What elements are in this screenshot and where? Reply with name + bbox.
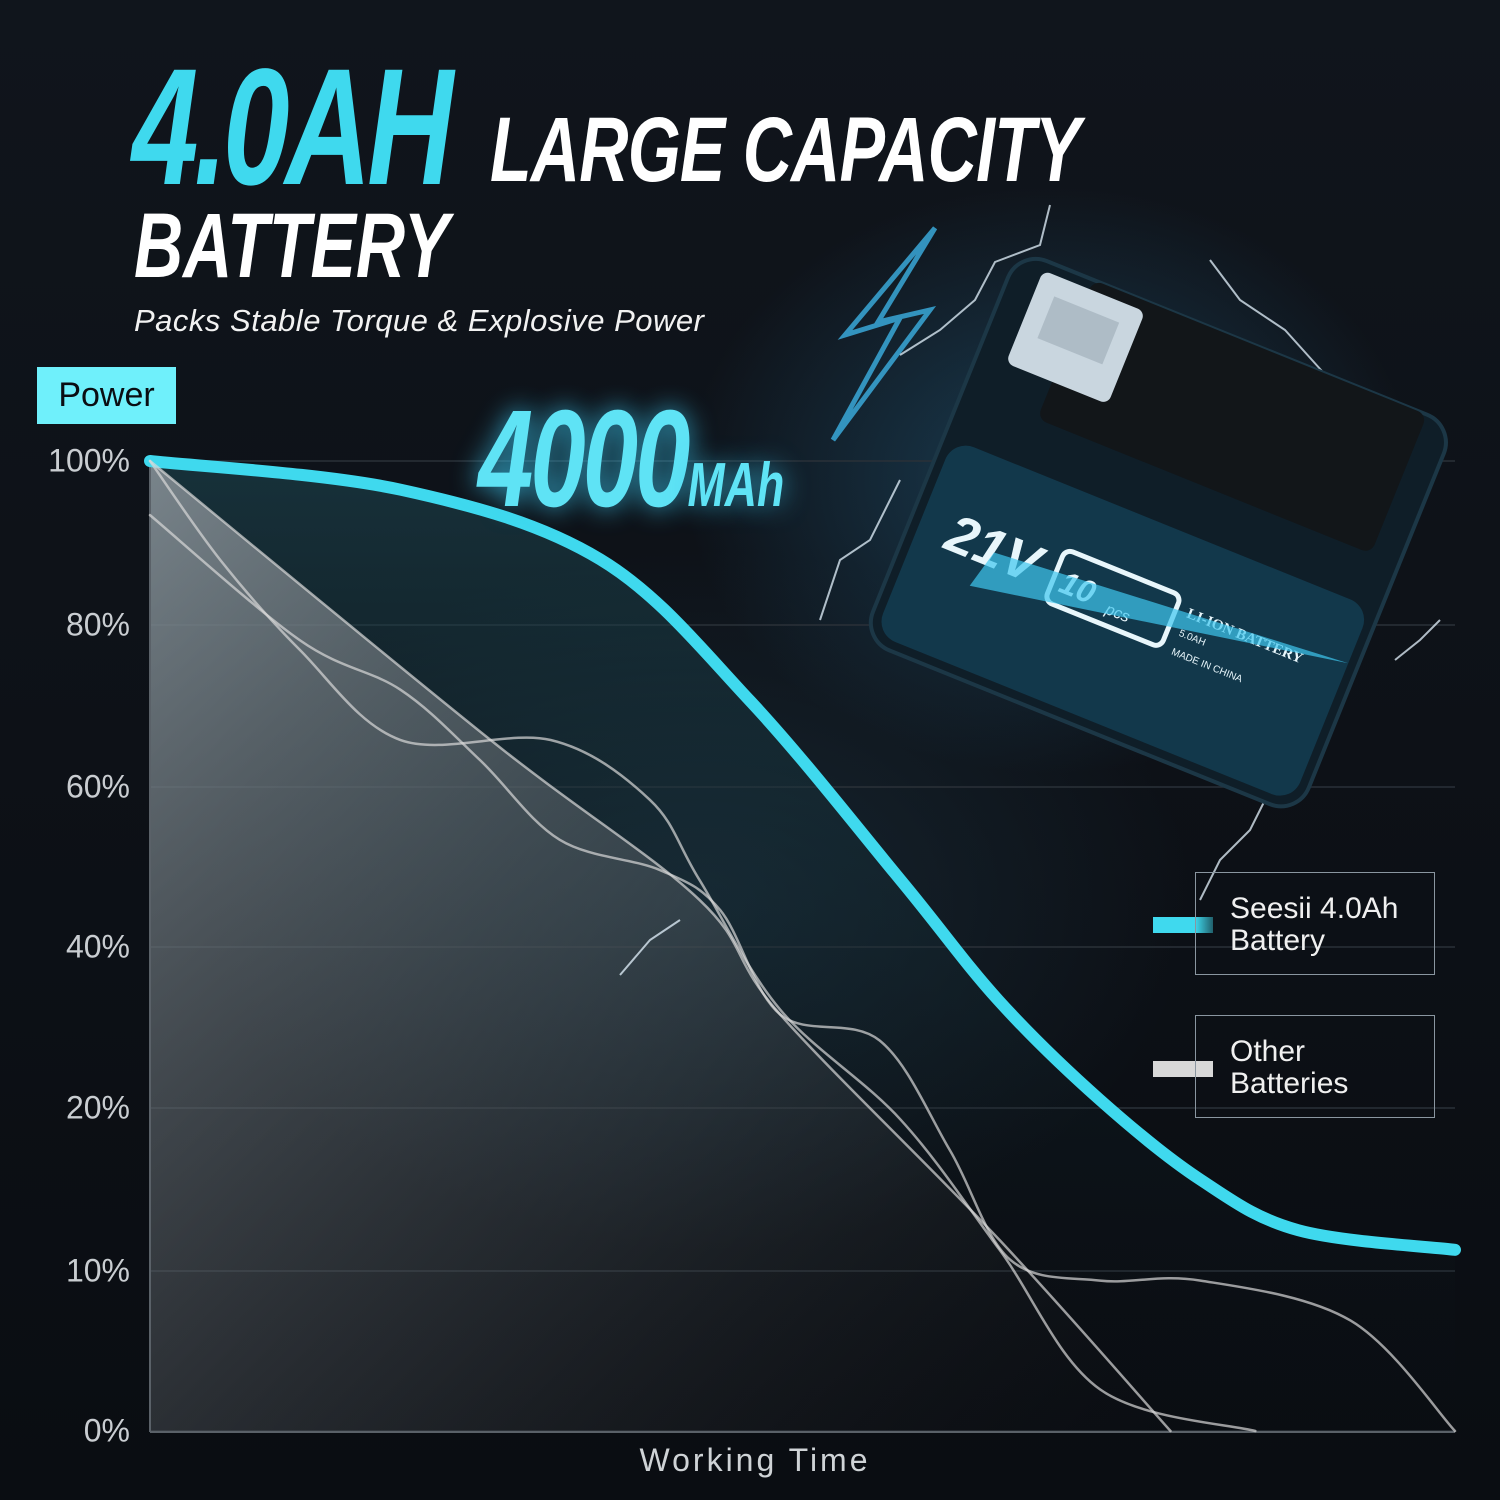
series-line-other-3 xyxy=(148,513,1457,1433)
series-line-other-2 xyxy=(148,459,1257,1433)
capacity-value: 4000 xyxy=(478,382,690,536)
legend-item-other: Other Batteries xyxy=(1195,1015,1435,1118)
title-line2: BATTERY xyxy=(134,195,450,297)
y-tick-label: 100% xyxy=(48,442,130,479)
series-line-seesii xyxy=(144,455,1461,1256)
legend-swatch-other xyxy=(1153,1061,1213,1077)
capacity-unit: MAh xyxy=(687,451,785,520)
title-rest: LARGE CAPACITY xyxy=(490,99,1081,201)
legend-label: Batteries xyxy=(1230,1067,1349,1100)
subtitle: Packs Stable Torque & Explosive Power xyxy=(134,303,705,338)
y-axis-label: Power xyxy=(37,367,176,424)
other-area-fill xyxy=(150,461,1171,1432)
y-tick-label: 10% xyxy=(65,1252,130,1289)
y-tick-label: 60% xyxy=(65,768,130,805)
y-tick-label: 80% xyxy=(65,606,130,643)
lightning-bolt-icon xyxy=(830,226,938,442)
series-line-other-1 xyxy=(148,459,1172,1433)
title-highlight: 4.0AH xyxy=(132,35,453,220)
legend-label: Other xyxy=(1230,1035,1306,1068)
battery-illustration: 21V 10 pcs LI-ION BATTERY 5.0AH MADE IN … xyxy=(619,204,1448,976)
legend-label: Seesii 4.0Ah xyxy=(1230,892,1399,925)
capacity-callout: 4000MAh xyxy=(478,390,784,528)
y-tick-label: 40% xyxy=(65,928,130,965)
y-tick-label: 20% xyxy=(65,1089,130,1126)
legend-label: Battery xyxy=(1230,924,1326,957)
legend-swatch-seesii xyxy=(1153,917,1213,933)
x-axis-label: Working Time xyxy=(639,1442,871,1478)
y-tick-label: 0% xyxy=(83,1412,130,1449)
legend-item-seesii: Seesii 4.0Ah Battery xyxy=(1195,872,1435,975)
